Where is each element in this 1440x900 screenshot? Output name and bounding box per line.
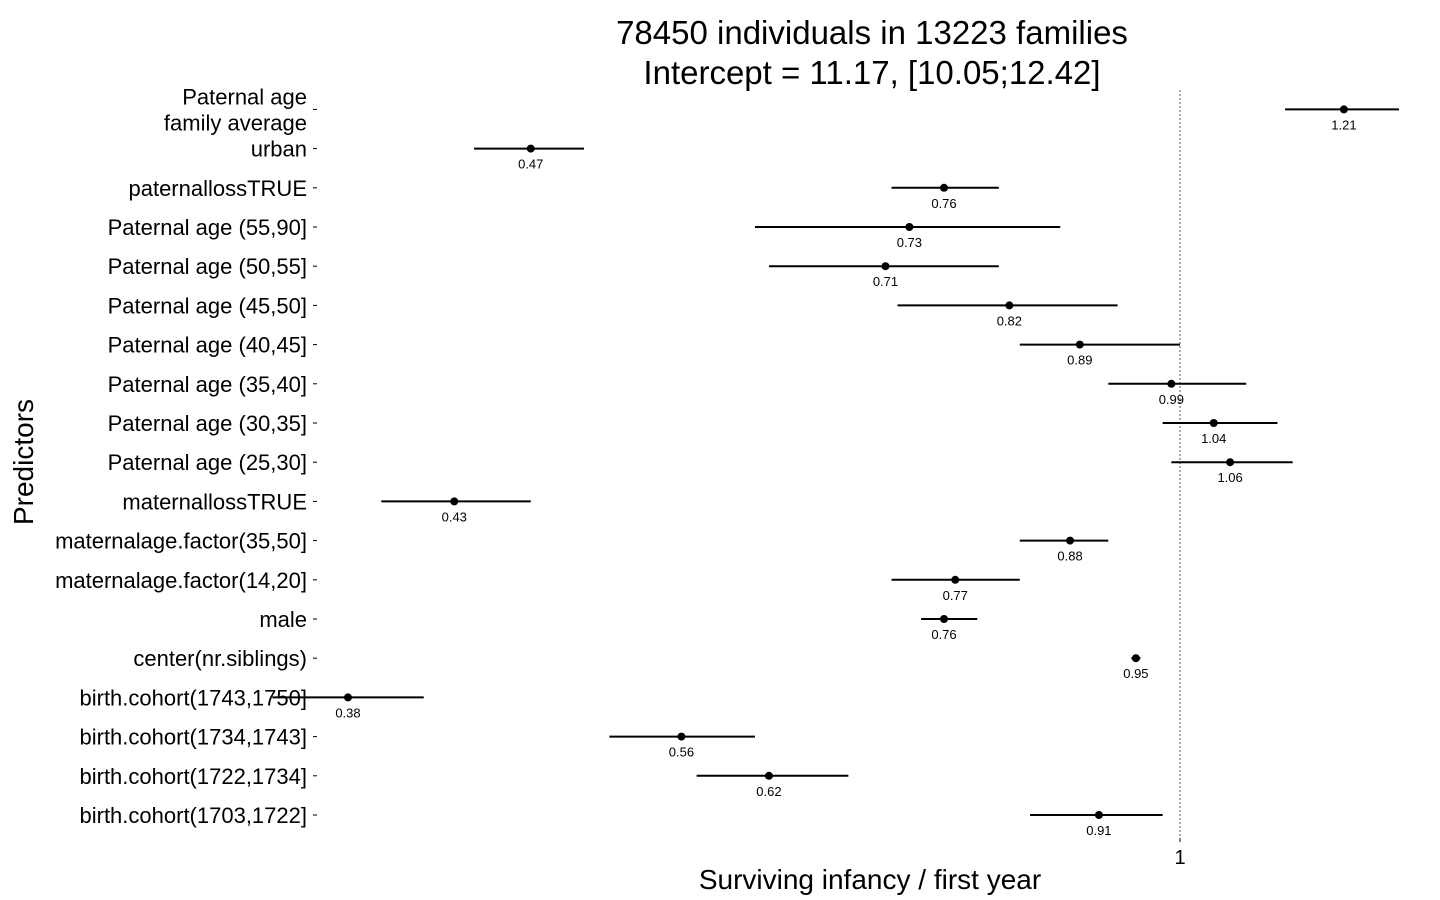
forest-row: maternalage.factor(14,20] 0.77	[55, 568, 1020, 603]
y-tick-label: Paternal age (50,55]	[108, 254, 307, 279]
forest-row: birth.cohort(1722,1734] 0.62	[80, 764, 849, 799]
data-label: 1.21	[1331, 117, 1356, 132]
forest-row: birth.cohort(1734,1743] 0.56	[80, 725, 755, 760]
y-tick-label: maternalage.factor(14,20]	[55, 568, 307, 593]
data-label: 0.89	[1067, 353, 1092, 368]
point-estimate	[450, 497, 459, 506]
y-tick-label: paternallossTRUE	[128, 176, 307, 201]
data-label: 0.95	[1123, 666, 1148, 681]
point-estimate	[1209, 419, 1218, 427]
data-label: 1.06	[1217, 470, 1242, 485]
point-estimate	[940, 183, 949, 192]
data-label: 1.04	[1201, 431, 1226, 446]
data-label: 0.76	[931, 627, 956, 642]
point-estimate	[343, 693, 352, 702]
point-estimate	[881, 262, 890, 271]
forest-row: maternalage.factor(35,50] 0.88	[55, 529, 1109, 564]
y-tick-label: Paternal age (55,90]	[108, 215, 307, 240]
point-estimate	[951, 575, 960, 584]
forest-row: Paternal age (50,55] 0.71	[108, 254, 999, 289]
y-tick-label: Paternal age (30,35]	[108, 411, 307, 436]
data-label: 0.77	[943, 588, 968, 603]
data-label: 0.82	[997, 313, 1022, 328]
data-label: 0.76	[931, 196, 956, 211]
forest-row: birth.cohort(1703,1722] 0.91	[80, 803, 1163, 838]
forest-row: Paternal age (40,45] 0.89	[108, 333, 1180, 368]
point-estimate	[1075, 340, 1084, 349]
point-estimate	[1066, 536, 1075, 545]
point-estimate	[905, 223, 914, 231]
data-label: 0.47	[518, 157, 543, 172]
data-label: 0.38	[335, 705, 360, 720]
forest-row: maternallossTRUE 0.43	[122, 489, 531, 524]
point-estimate	[677, 732, 686, 741]
forest-row: 1.21	[313, 105, 1399, 132]
y-tick-label: Paternal age (35,40]	[108, 372, 307, 397]
chart-title-line-1: 78450 individuals in 13223 families	[616, 14, 1128, 51]
forest-row: Paternal age (35,40] 0.99	[108, 372, 1247, 407]
data-label: 0.99	[1159, 392, 1184, 407]
y-tick-label: maternalage.factor(35,50]	[55, 529, 307, 554]
forest-row: Paternal age (55,90] 0.73	[108, 215, 1061, 250]
point-estimate	[526, 144, 535, 153]
x-axis-title: Surviving infancy / first year	[699, 864, 1041, 895]
y-tick-label: birth.cohort(1703,1722]	[80, 803, 308, 828]
y-tick-label: Paternal age (40,45]	[108, 333, 307, 358]
data-label: 0.62	[756, 784, 781, 799]
point-estimate	[1005, 301, 1014, 310]
point-estimate	[1226, 458, 1235, 467]
forest-row: male 0.76	[259, 607, 978, 642]
y-axis-title: Predictors	[8, 399, 39, 525]
point-estimate	[1094, 811, 1103, 819]
y-tick-label: birth.cohort(1722,1734]	[80, 764, 308, 789]
y-tick-label: Paternal age family average urban	[164, 85, 307, 162]
data-label: 0.56	[669, 745, 694, 760]
forest-row: Paternal age family average urban 0.47	[164, 85, 584, 172]
y-tick-label: male	[259, 607, 307, 632]
data-label: 0.73	[897, 235, 922, 250]
point-estimate	[1131, 654, 1140, 663]
point-estimate	[940, 615, 949, 623]
plot-rows: birth.cohort(1703,1722]0.91birth.cohort(…	[55, 85, 1399, 838]
y-tick-label: maternallossTRUE	[122, 489, 307, 514]
point-estimate	[1339, 105, 1348, 114]
data-label: 0.43	[442, 509, 467, 524]
x-axis: 1	[1174, 838, 1186, 869]
data-label: 0.91	[1086, 823, 1111, 838]
point-estimate	[764, 771, 773, 780]
y-tick-label: Paternal age (45,50]	[108, 293, 307, 318]
point-estimate	[1167, 379, 1176, 388]
forest-row: Paternal age (25,30] 1.06	[108, 450, 1293, 485]
y-tick-label: Paternal age (25,30]	[108, 450, 307, 475]
x-tick-label: 1	[1174, 847, 1185, 869]
y-tick-label: center(nr.siblings)	[133, 646, 307, 671]
forest-row: paternallossTRUE 0.76	[128, 176, 999, 211]
chart-title: 78450 individuals in 13223 families Inte…	[616, 14, 1128, 91]
forest-row: birth.cohort(1743,1750] 0.38	[80, 685, 424, 720]
y-tick-label: birth.cohort(1734,1743]	[80, 725, 308, 750]
y-tick-label: birth.cohort(1743,1750]	[80, 685, 308, 710]
chart-title-line-2: Intercept = 11.17, [10.05;12.42]	[643, 54, 1100, 91]
forest-row: center(nr.siblings) 0.95	[133, 646, 1148, 681]
data-label: 0.88	[1057, 549, 1082, 564]
forest-row: Paternal age (45,50] 0.82	[108, 293, 1118, 328]
forest-row: Paternal age (30,35] 1.04	[108, 411, 1278, 446]
data-label: 0.71	[873, 274, 898, 289]
